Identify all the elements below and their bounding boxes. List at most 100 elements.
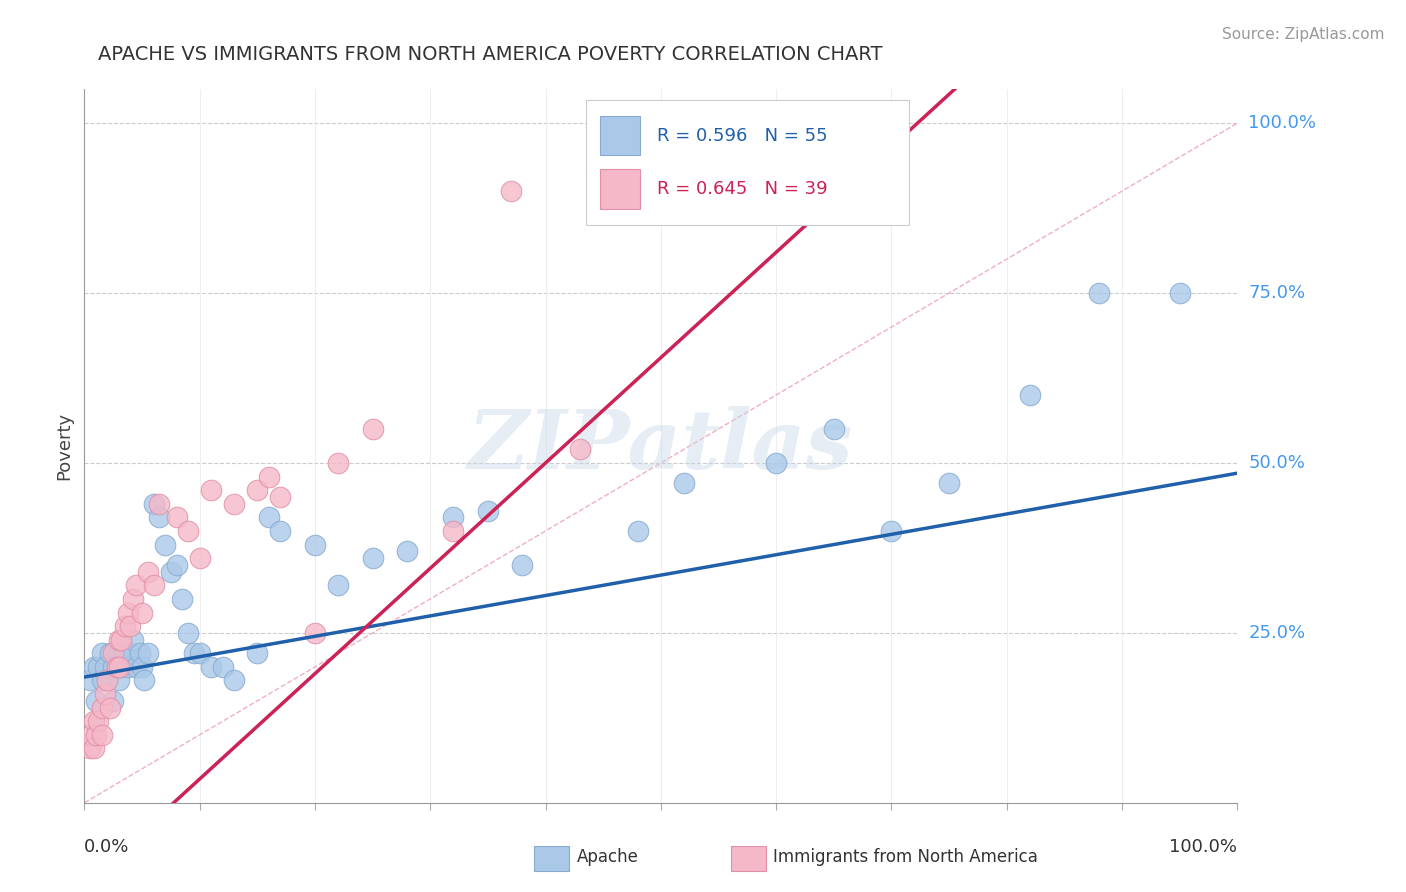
Point	[105, 660, 128, 674]
Point	[105, 660, 128, 674]
Point	[94, 687, 117, 701]
Point	[477, 503, 499, 517]
Text: R = 0.596   N = 55: R = 0.596 N = 55	[658, 127, 828, 145]
Point	[94, 660, 117, 674]
Point	[246, 646, 269, 660]
Point	[177, 626, 200, 640]
Point	[569, 442, 592, 457]
Point	[110, 632, 132, 647]
Point	[96, 673, 118, 688]
Point	[823, 422, 845, 436]
Point	[938, 476, 960, 491]
Point	[361, 551, 384, 566]
Point	[83, 660, 105, 674]
Point	[211, 660, 233, 674]
Point	[131, 606, 153, 620]
Point	[672, 476, 695, 491]
Point	[87, 714, 110, 729]
Point	[512, 558, 534, 572]
Bar	[600, 116, 640, 155]
Point	[108, 646, 131, 660]
Point	[128, 646, 150, 660]
Point	[326, 578, 349, 592]
Point	[441, 524, 464, 538]
Point	[142, 497, 165, 511]
Point	[83, 714, 105, 729]
Point	[148, 510, 170, 524]
Point	[80, 728, 103, 742]
Point	[1168, 286, 1191, 301]
Point	[246, 483, 269, 498]
Point	[125, 660, 148, 674]
Text: APACHE VS IMMIGRANTS FROM NORTH AMERICA POVERTY CORRELATION CHART: APACHE VS IMMIGRANTS FROM NORTH AMERICA …	[98, 45, 883, 63]
Point	[121, 632, 143, 647]
Point	[103, 646, 124, 660]
Point	[326, 456, 349, 470]
Point	[148, 497, 170, 511]
Text: 50.0%: 50.0%	[1249, 454, 1305, 472]
Text: 100.0%: 100.0%	[1170, 838, 1237, 856]
Point	[441, 510, 464, 524]
Point	[269, 524, 291, 538]
Point	[224, 497, 246, 511]
Point	[200, 483, 222, 498]
Point	[96, 673, 118, 688]
Point	[117, 606, 139, 620]
Point	[200, 660, 222, 674]
Point	[103, 660, 124, 674]
Point	[177, 524, 200, 538]
Point	[83, 741, 105, 756]
Point	[120, 619, 142, 633]
Point	[257, 510, 280, 524]
Point	[627, 524, 650, 538]
Point	[160, 565, 183, 579]
Point	[108, 632, 131, 647]
Point	[114, 646, 136, 660]
Text: Immigrants from North America: Immigrants from North America	[773, 848, 1038, 866]
Point	[304, 537, 326, 551]
Bar	[600, 169, 640, 209]
Point	[166, 558, 188, 572]
Point	[90, 700, 112, 714]
Point	[108, 673, 131, 688]
Point	[103, 694, 124, 708]
Point	[153, 537, 176, 551]
Point	[90, 728, 112, 742]
Point	[257, 469, 280, 483]
Text: 0.0%: 0.0%	[84, 838, 129, 856]
Point	[136, 565, 159, 579]
Text: 75.0%: 75.0%	[1249, 284, 1306, 302]
Point	[765, 456, 787, 470]
Point	[87, 660, 110, 674]
Point	[142, 578, 165, 592]
FancyBboxPatch shape	[586, 100, 908, 225]
Point	[98, 646, 121, 660]
Point	[224, 673, 246, 688]
Point	[172, 591, 194, 606]
Point	[396, 544, 419, 558]
Point	[125, 578, 148, 592]
Point	[499, 184, 522, 198]
Point	[79, 673, 101, 688]
Point	[84, 728, 107, 742]
Point	[134, 673, 156, 688]
Point	[90, 673, 112, 688]
Text: R = 0.645   N = 39: R = 0.645 N = 39	[658, 180, 828, 198]
Text: 25.0%: 25.0%	[1249, 624, 1306, 642]
Text: 100.0%: 100.0%	[1249, 114, 1316, 132]
Point	[1018, 388, 1040, 402]
Point	[79, 741, 101, 756]
Text: ZIPatlas: ZIPatlas	[468, 406, 853, 486]
Point	[880, 524, 903, 538]
Point	[188, 551, 211, 566]
Point	[269, 490, 291, 504]
Point	[98, 700, 121, 714]
Point	[90, 646, 112, 660]
Point	[361, 422, 384, 436]
Point	[110, 660, 132, 674]
Point	[131, 660, 153, 674]
Point	[136, 646, 159, 660]
Point	[84, 694, 107, 708]
Point	[117, 660, 139, 674]
Point	[166, 510, 188, 524]
